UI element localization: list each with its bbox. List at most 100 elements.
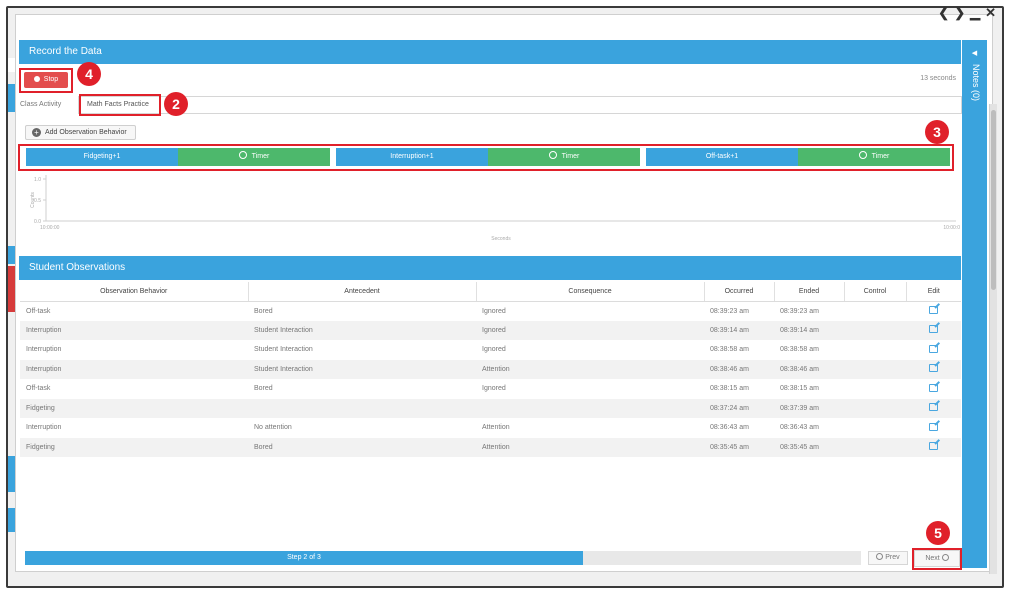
edit-icon[interactable]	[929, 422, 938, 431]
table-cell: Interruption	[26, 346, 62, 354]
column-header: Observation Behavior	[20, 282, 249, 302]
behavior-group-interruption: Interruption+1 Timer	[336, 148, 640, 166]
step-progress-fill	[25, 551, 583, 565]
record-title: Record the Data	[29, 46, 102, 57]
table-cell: 08:38:15 am	[710, 385, 749, 393]
prev-button[interactable]: Prev	[868, 551, 908, 565]
stop-button[interactable]: Stop	[24, 72, 68, 88]
behavior-count-button[interactable]: Interruption+1	[336, 148, 488, 166]
table-cell	[844, 320, 906, 340]
table-row: Fidgeting Bored Attention 08:35:45 am 08:35:…	[20, 437, 961, 457]
chart-svg: 1.0 0.5 0.0 Counts 10:00:00 10:00:0 Seconds	[30, 175, 960, 242]
timer-label: Timer	[561, 153, 580, 160]
observations-table: Observation Behavior Antecedent Consequenc…	[20, 282, 961, 457]
edit-cell	[906, 320, 961, 340]
edit-cell	[906, 398, 961, 418]
behavior-timer-button[interactable]: Timer	[178, 148, 330, 166]
table-cell: Ignored	[482, 346, 506, 354]
callout-number-2: 2	[164, 92, 188, 116]
table-cell	[248, 398, 476, 418]
prev-icon	[876, 553, 884, 560]
step-label: Step 2 of 3	[287, 554, 321, 561]
prev-window-icon[interactable]: ❮	[938, 5, 950, 20]
column-header: Antecedent	[248, 282, 477, 302]
collapse-arrow-icon: ◀	[971, 50, 978, 57]
column-header: Occurred	[704, 282, 775, 302]
edit-cell	[906, 340, 961, 360]
table-cell	[844, 437, 906, 457]
table-cell	[844, 379, 906, 399]
behavior-group-fidgeting: Fidgeting+1 Timer	[26, 148, 330, 166]
edit-icon[interactable]	[929, 403, 938, 412]
behavior-count-button[interactable]: Off-task+1	[646, 148, 798, 166]
edit-icon[interactable]	[929, 364, 938, 373]
table-cell: 08:35:45 am	[774, 437, 844, 457]
edit-icon[interactable]	[929, 325, 938, 334]
minimize-icon[interactable]: ▁	[970, 5, 981, 20]
table-cell: 08:38:46 am	[704, 359, 774, 379]
callout-box-next	[912, 548, 962, 570]
column-header: Control	[844, 282, 907, 302]
activity-input[interactable]: Math Facts Practice	[78, 96, 962, 114]
callout-box-stop	[19, 68, 73, 93]
y-tick-label: 1.0	[34, 177, 41, 183]
next-window-icon[interactable]: ❯	[954, 5, 966, 20]
x-tick-label: 10:00:00	[40, 225, 60, 231]
edit-icon[interactable]	[929, 344, 938, 353]
table-cell: Ignored	[482, 385, 506, 393]
clock-icon	[238, 151, 247, 159]
add-behavior-label: Add Observation Behavior	[45, 129, 127, 136]
table-cell: Student Interaction	[248, 320, 476, 340]
table-row: Fidgeting 08:37:24 am 08:37:39 am	[20, 398, 961, 418]
table-cell: 08:36:43 am	[780, 424, 819, 432]
table-cell	[844, 398, 906, 418]
table-cell: Attention	[476, 437, 704, 457]
next-button[interactable]: Next	[914, 550, 960, 567]
column-header: Consequence	[476, 282, 705, 302]
table-cell: 08:38:15 am	[780, 385, 819, 393]
next-icon	[941, 554, 949, 561]
edit-icon[interactable]	[929, 442, 938, 451]
edit-cell	[906, 359, 961, 379]
callout-box-activity	[79, 94, 161, 116]
table-cell: Ignored	[476, 320, 704, 340]
table-row: Interruption Student Interaction Ignored 08…	[20, 340, 961, 360]
behavior-timer-button[interactable]: Timer	[488, 148, 640, 166]
column-header: Ended	[774, 282, 845, 302]
close-icon[interactable]: ✕	[985, 5, 996, 20]
behavior-count-button[interactable]: Fidgeting+1	[26, 148, 178, 166]
table-cell: Attention	[476, 359, 704, 379]
observation-chart: 1.0 0.5 0.0 Counts 10:00:00 10:00:0 Seconds	[20, 170, 960, 250]
table-header-row: Observation Behavior Antecedent Consequenc…	[20, 282, 961, 302]
edit-cell	[906, 418, 961, 438]
table-cell: Bored	[254, 385, 273, 393]
y-axis-label: Counts	[30, 192, 36, 208]
table-cell: Off-task	[26, 307, 51, 315]
table-cell: Attention	[482, 424, 510, 432]
page-scrollbar[interactable]	[989, 104, 997, 574]
next-label: Next	[925, 555, 940, 562]
edit-cell	[906, 379, 961, 399]
edit-icon[interactable]	[929, 383, 938, 392]
observations-header: Student Observations	[19, 256, 961, 280]
table-cell: No attention	[254, 424, 292, 432]
table-row: Interruption No attention Attention 08:36:4…	[20, 418, 961, 438]
table-cell	[844, 301, 906, 321]
table-row: Interruption Student Interaction Attention…	[20, 359, 961, 379]
plus-icon: +	[32, 128, 41, 137]
table-cell: Fidgeting	[20, 437, 248, 457]
notes-panel-tab[interactable]: ◀ Notes (0)	[962, 40, 987, 568]
table-cell: 08:37:24 am	[704, 398, 774, 418]
add-observation-behavior-button[interactable]: + Add Observation Behavior	[25, 125, 136, 140]
timer-label: Timer	[871, 153, 890, 160]
scrollbar-thumb[interactable]	[991, 110, 996, 290]
behavior-timer-button[interactable]: Timer	[798, 148, 950, 166]
table-cell: Interruption	[20, 320, 248, 340]
table-cell	[844, 418, 906, 438]
table-cell: Fidgeting	[20, 398, 248, 418]
table-cell: 08:35:45 am	[704, 437, 774, 457]
edit-icon[interactable]	[929, 306, 938, 314]
observations-title: Student Observations	[29, 262, 126, 273]
y-tick-label: 0.5	[34, 198, 41, 204]
x-tick-label: 10:00:0	[943, 225, 960, 231]
